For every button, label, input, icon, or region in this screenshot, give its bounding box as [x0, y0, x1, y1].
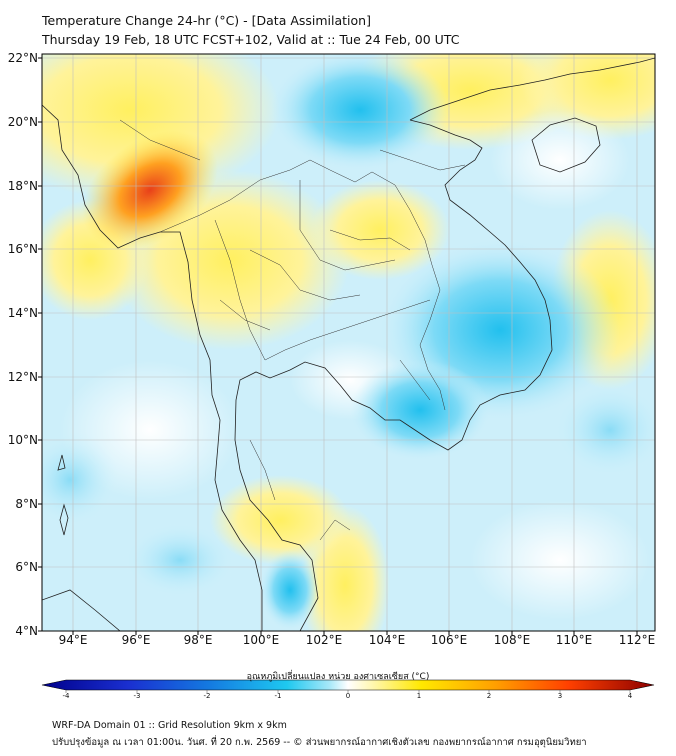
colorbar-tick-label: -4 — [62, 692, 70, 700]
colorbar-tick-label: 4 — [627, 692, 633, 700]
colorbar-tick-label: 0 — [345, 692, 351, 700]
colorbar-tick-label: -1 — [274, 692, 282, 700]
lat-label: 4°N — [15, 624, 38, 638]
colorbar-ticks — [65, 690, 631, 693]
colorbar-title: อุณหภูมิเปลี่ยนแปลง หน่วย องศาเซลเซียส (… — [246, 672, 430, 682]
map-title: Temperature Change 24-hr (°C) - [Data As… — [42, 13, 371, 28]
colorbar-tick-label: -3 — [133, 692, 141, 700]
admin-borders — [119, 119, 466, 541]
lat-label: 20°N — [7, 115, 38, 129]
lon-label: 98°E — [183, 633, 213, 647]
lon-label: 102°E — [305, 633, 343, 647]
lat-label: 10°N — [7, 433, 38, 447]
lon-label: 100°E — [242, 633, 280, 647]
colorbar-tick-label: 1 — [416, 692, 422, 700]
lon-label: 112°E — [618, 633, 656, 647]
colorbar-tick-label: 3 — [557, 692, 563, 700]
footer-model-info: WRF-DA Domain 01 :: Grid Resolution 9km … — [52, 720, 287, 731]
lat-label: 22°N — [7, 51, 38, 65]
lon-label: 108°E — [493, 633, 531, 647]
lat-label: 6°N — [15, 560, 38, 574]
lat-label: 16°N — [7, 242, 38, 256]
axis-ticks — [38, 57, 638, 635]
lat-label: 12°N — [7, 370, 38, 384]
coastlines — [42, 57, 655, 631]
lon-label: 96°E — [121, 633, 151, 647]
map-frame — [41, 53, 656, 632]
temperature-field — [42, 54, 655, 631]
colorbar-tick-label: -2 — [203, 692, 211, 700]
lon-label: 106°E — [430, 633, 468, 647]
lon-label: 110°E — [555, 633, 593, 647]
colorbar-tick-label: 2 — [486, 692, 492, 700]
lat-label: 8°N — [15, 497, 38, 511]
lon-label: 94°E — [58, 633, 88, 647]
graticule — [42, 54, 655, 631]
lon-label: 104°E — [368, 633, 406, 647]
map-subtitle: Thursday 19 Feb, 18 UTC FCST+102, Valid … — [42, 32, 460, 47]
footer-credit: ปรับปรุงข้อมูล ณ เวลา 01:00น. วันศ. ที่ … — [52, 737, 587, 748]
lat-label: 14°N — [7, 306, 38, 320]
lat-label: 18°N — [7, 179, 38, 193]
